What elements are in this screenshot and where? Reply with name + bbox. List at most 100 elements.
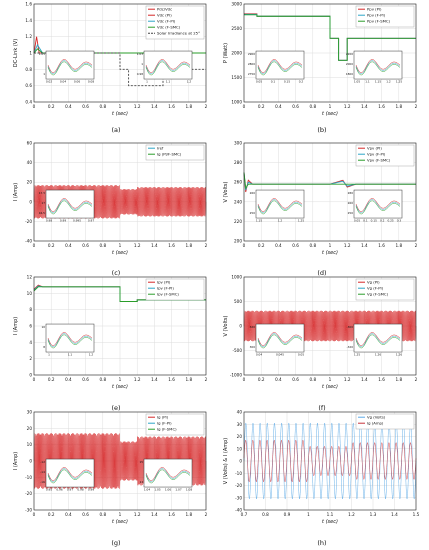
x-tick-label: 1.2	[348, 512, 355, 517]
inset-x-tick: 1.1	[68, 353, 73, 357]
legend-box	[145, 5, 205, 40]
x-tick-label: 1	[119, 512, 122, 517]
inset-x-tick: 0.05	[256, 80, 262, 84]
x-tick-label: 1.3	[370, 512, 377, 517]
inset-x-tick: 1.15	[256, 219, 262, 223]
x-tick-label: 2	[415, 243, 418, 248]
y-axis-label: I (Amp)	[13, 183, 19, 201]
x-tick-label: 0.2	[258, 243, 265, 248]
inset-x-tick: 0.995	[73, 219, 81, 223]
inset-x-tick: 0.25	[387, 219, 393, 223]
inset-x-tick: 0.045	[276, 353, 284, 357]
x-tick-label: 1.8	[185, 512, 192, 517]
inset-trace	[355, 333, 401, 348]
inset-y-tick: 2200	[346, 52, 353, 56]
y-tick-label: -10	[25, 475, 32, 480]
inset-x-tick: 1.06	[165, 488, 171, 492]
y-tick-label: 500	[234, 299, 242, 304]
x-tick-label: 1.4	[151, 377, 158, 382]
inset-y-tick: 17	[41, 201, 45, 205]
panel-g: 0 0.2 0.4 0.6 0.8 1 1.2 1.4 1.6 1.8 2 -30 -20 -10 0 10 2…	[13, 410, 208, 548]
legend-b: Ppv (PI)Ppv (F-PI)Ppv (F-SMC)	[355, 5, 415, 28]
y-axis-label: I (Amp)	[13, 317, 19, 335]
inset-y-tick: 1800	[346, 72, 353, 76]
y-tick-label: -40	[25, 239, 32, 244]
inset-x-tick: 1.26	[396, 353, 402, 357]
inset-x-tick: 1.2	[278, 219, 283, 223]
x-tick-label: 1	[329, 104, 332, 109]
inset-x-tick: 1	[146, 80, 148, 84]
y-tick-label: -20	[235, 483, 242, 488]
inset-y-tick: -320	[347, 345, 354, 349]
x-axis-label: t (sec)	[112, 384, 128, 390]
inset-trace	[355, 198, 401, 212]
x-tick-label: 1.8	[395, 104, 402, 109]
inset-y-tick: 17.5	[39, 191, 45, 195]
inset-y-tick: -16	[40, 480, 45, 484]
legend-entry: Vg (F-SMC)	[367, 292, 389, 297]
inset-x-tick: 0.2	[380, 219, 385, 223]
inset-x-tick: 1.15	[375, 80, 381, 84]
x-axis-label: t (sec)	[112, 519, 128, 525]
x-tick-label: 0.8	[99, 104, 106, 109]
legend-entry: Vpv (F-SMC)	[367, 158, 391, 163]
inset-x-tick: 0.15	[284, 80, 290, 84]
inset-trace	[47, 332, 93, 346]
inset-trace	[257, 333, 303, 348]
legend-g: Ig (PI)Ig (F-PI)Ig (F-SMC)	[145, 413, 205, 436]
x-tick-label: 0.6	[292, 104, 299, 109]
inset-x-tick: 0.98	[46, 219, 52, 223]
legend-entry: Vpv (F-PI)	[367, 152, 386, 157]
legend-entry: Ig (PI/F-SMC)	[157, 152, 182, 157]
y-tick-label: 60	[27, 141, 33, 146]
x-tick-label: 0.6	[292, 377, 299, 382]
axes-frame	[33, 142, 207, 242]
legend-entry: Vg (F-PI)	[367, 286, 384, 291]
y-tick-label: 200	[234, 239, 242, 244]
x-tick-label: 1.2	[344, 377, 351, 382]
inset-x-tick: 1.1	[166, 80, 171, 84]
inset-trace	[257, 198, 303, 212]
x-tick-label: 1.2	[344, 104, 351, 109]
y-tick-label: 2	[29, 356, 32, 361]
inset-f-1: 1.25 1.26 1.26 -300 -320	[347, 323, 402, 357]
y-tick-label: 1.2	[25, 34, 32, 39]
x-tick-label: 2	[205, 377, 208, 382]
series-group-e	[33, 284, 206, 302]
inset-x-tick: 0.02	[46, 80, 52, 84]
y-tick-label: -20	[25, 219, 32, 224]
y-tick-label: -30	[25, 508, 32, 513]
axes-frame	[243, 142, 417, 242]
inset-y-tick: 1.05	[39, 52, 45, 56]
inset-x-tick: 1.2	[386, 80, 391, 84]
inset-trace	[257, 61, 303, 76]
y-tick-label: -20	[25, 491, 32, 496]
x-axis-label: t (sec)	[322, 250, 338, 256]
inset-y-tick: 2900	[248, 52, 255, 56]
inset-x-tick: 1.1	[365, 80, 370, 84]
inset-x-tick: 0.3	[397, 219, 402, 223]
x-tick-label: 1.6	[168, 512, 175, 517]
legend-entry: Iref	[157, 146, 164, 151]
x-tick-label: 0.4	[275, 104, 282, 109]
inset-y-tick: 260	[250, 191, 256, 195]
legend-box	[355, 278, 415, 301]
y-tick-label: 1000	[231, 100, 242, 105]
panel-f: 0 0.2 0.4 0.6 0.8 1 1.2 1.4 1.6 1.8 2 -1000 -500 0 500…	[223, 275, 418, 413]
legend-entry: Vdc (PI)	[157, 13, 172, 18]
inset-x-tick: 1.25	[354, 353, 360, 357]
panel-d: 0 0.2 0.4 0.6 0.8 1 1.2 1.4 1.6 1.8 2 200 220 240 260 2…	[223, 141, 418, 278]
x-tick-label: 1	[329, 377, 332, 382]
y-tick-label: 0.8	[25, 67, 32, 72]
y-tick-label: 1	[29, 51, 32, 56]
x-tick-label: 0	[243, 377, 246, 382]
x-tick-label: 1.4	[151, 104, 158, 109]
inset-x-tick: 0.06	[74, 80, 80, 84]
axes-frame	[243, 3, 417, 103]
x-tick-label: 1.2	[134, 243, 141, 248]
x-axis-label: t (sec)	[112, 250, 128, 256]
y-tick-label: 0.4	[25, 100, 32, 105]
panel-a: 0 0.2 0.4 0.6 0.8 1 1.2 1.4 1.6 1.8 2 0.4 0.6 0.8 1 1.2…	[13, 2, 208, 135]
